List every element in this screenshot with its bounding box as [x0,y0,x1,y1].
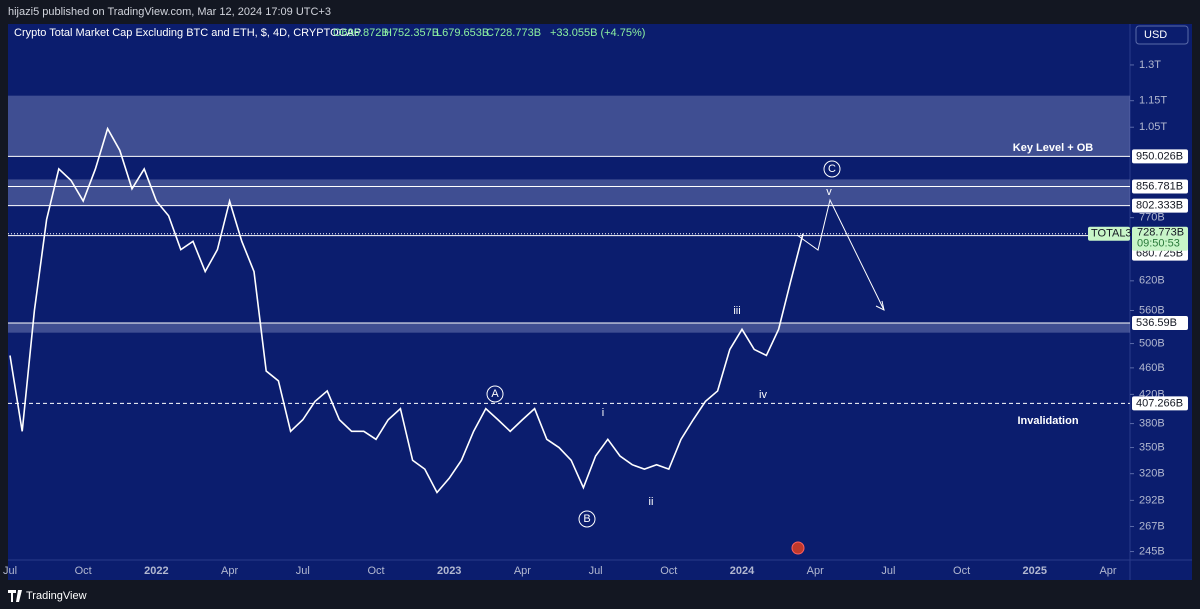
event-flag[interactable] [791,541,805,555]
x-tick-label: Jul [3,565,17,577]
x-tick-label: Jul [589,565,603,577]
zone [8,322,1130,333]
ohlc-value: +33.055B (+4.75%) [550,27,645,39]
y-tick-label: 620B [1139,275,1165,287]
countdown: 09:50:53 [1137,238,1180,250]
level-label-box [1132,396,1188,411]
price-line [9,126,804,494]
x-tick-label: Jul [881,565,895,577]
currency-button[interactable] [1135,25,1189,45]
x-tick-label: 2023 [437,565,461,577]
y-tick-label: 1.15T [1139,95,1167,107]
x-tick-label: Oct [367,565,384,577]
x-tick-label: Jul [296,565,310,577]
zone [8,179,1130,206]
current-price-box [1132,226,1188,251]
chart-area [8,24,1192,580]
ohlc-value: C728.773B [486,27,541,39]
x-tick-label: Oct [75,565,92,577]
level-label: 536.59B [1136,317,1177,329]
y-tick-label: 350B [1139,441,1165,453]
ohlc-value: L679.653B [436,27,489,39]
x-tick-label: Apr [807,565,824,577]
level-label-box [1132,149,1188,164]
series-tag: TOTAL3 [1091,228,1132,240]
wave-circle [486,385,504,403]
x-tick-label: 2022 [144,565,168,577]
y-tick-label: 1.3T [1139,59,1161,71]
chart-title: Crypto Total Market Cap Excluding BTC an… [14,27,361,39]
x-tick-label: 2025 [1023,565,1047,577]
annotation: Invalidation [1017,415,1078,427]
x-tick-label: 2024 [730,565,755,577]
level-label: 856.781B [1136,180,1183,192]
x-tick-label: Apr [1099,565,1116,577]
annotation: iv [759,389,767,401]
annotation: B [583,513,590,525]
y-tick-label: 500B [1139,337,1165,349]
wave-circle [823,160,841,178]
y-tick-label: 267B [1139,520,1165,532]
y-tick-label: 380B [1139,417,1165,429]
annotation: i [602,407,604,419]
x-tick-label: Oct [953,565,970,577]
y-tick-label: 292B [1139,494,1165,506]
level-label: 802.333B [1136,200,1183,212]
series-tag-box [1088,226,1130,241]
brand-logo [8,590,22,602]
annotation: A [491,388,499,400]
annotation: ii [649,496,654,508]
annotation: iii [733,305,740,317]
x-tick-label: Apr [221,565,238,577]
currency-button-label[interactable]: USD [1144,29,1167,41]
zone [8,95,1130,157]
x-tick-label: Apr [514,565,531,577]
y-tick-label: 320B [1139,468,1165,480]
projection-path [796,198,885,311]
wave-circle [578,510,596,528]
x-tick-label: Oct [660,565,677,577]
published-line: hijazi5 published on TradingView.com, Ma… [8,6,331,18]
y-tick-label: 770B [1139,212,1165,224]
level-label: 950.026B [1136,150,1183,162]
level-label: 407.266B [1136,397,1183,409]
annotation: Key Level + OB [1013,142,1093,154]
ohlc-value: O696.872B [333,27,389,39]
level-label-box [1132,315,1188,330]
y-tick-label: 1.05T [1139,121,1167,133]
annotation: v [826,186,832,198]
annotation: C [828,163,836,175]
level-label-box [1132,179,1188,194]
ohlc-value: H752.357B [384,27,439,39]
y-tick-label: 460B [1139,362,1165,374]
y-tick-label: 560B [1139,304,1165,316]
y-tick-label: 245B [1139,545,1165,557]
brand-name: TradingView [26,590,87,602]
footer [0,582,1200,609]
current-price-label: 728.773B [1137,227,1184,239]
projection-arrowhead [875,300,885,311]
level-label-box [1132,198,1188,213]
